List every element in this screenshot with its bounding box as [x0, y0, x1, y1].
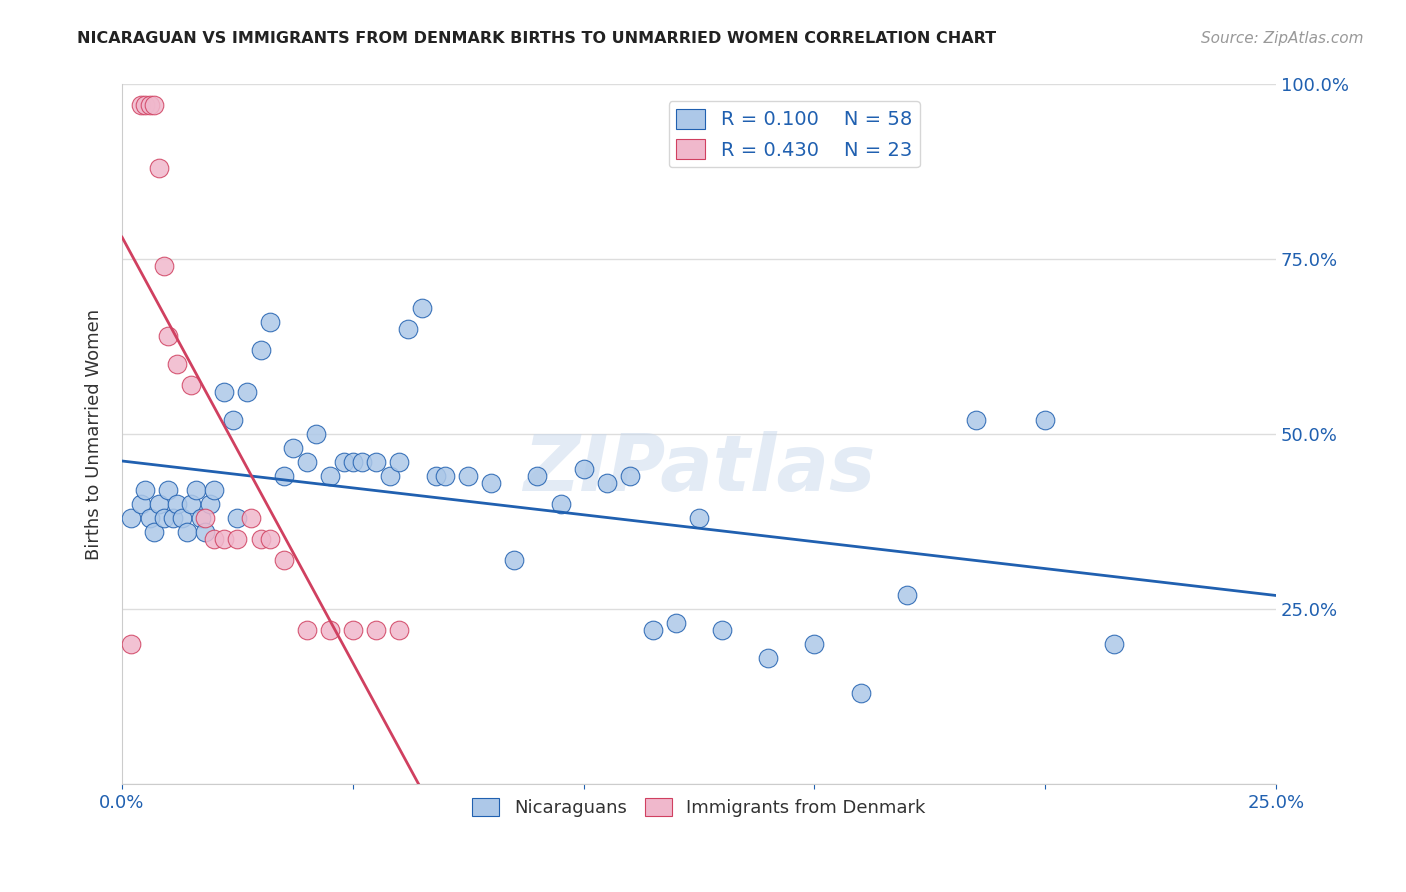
Point: [526, 469, 548, 483]
Point: [170, 511, 193, 525]
Point: [157, 329, 180, 343]
Point: [259, 533, 281, 547]
Point: [572, 462, 595, 476]
Point: [849, 686, 872, 700]
Point: [134, 483, 156, 498]
Point: [222, 413, 245, 427]
Point: [226, 533, 249, 547]
Point: [550, 498, 572, 512]
Point: [503, 553, 526, 567]
Point: [364, 455, 387, 469]
Point: [352, 455, 374, 469]
Point: [965, 413, 987, 427]
Point: [896, 589, 918, 603]
Point: [319, 469, 342, 483]
Point: [162, 511, 184, 525]
Point: [641, 624, 664, 638]
Point: [259, 315, 281, 329]
Point: [479, 476, 502, 491]
Point: [342, 455, 364, 469]
Point: [190, 511, 212, 525]
Point: [202, 483, 225, 498]
Point: [184, 483, 207, 498]
Point: [364, 624, 387, 638]
Point: [129, 498, 152, 512]
Point: [396, 322, 419, 336]
Point: [711, 624, 734, 638]
Point: [1033, 413, 1056, 427]
Point: [273, 469, 295, 483]
Point: [152, 511, 174, 525]
Point: [143, 525, 166, 540]
Text: ZIPatlas: ZIPatlas: [523, 432, 875, 508]
Point: [180, 378, 202, 392]
Point: [212, 385, 235, 400]
Point: [240, 511, 263, 525]
Point: [139, 98, 162, 112]
Point: [139, 511, 162, 525]
Point: [619, 469, 641, 483]
Legend: Nicaraguans, Immigrants from Denmark: Nicaraguans, Immigrants from Denmark: [465, 790, 934, 824]
Point: [194, 525, 217, 540]
Point: [378, 469, 401, 483]
Point: [143, 98, 166, 112]
Point: [332, 455, 354, 469]
Point: [202, 533, 225, 547]
Text: NICARAGUAN VS IMMIGRANTS FROM DENMARK BIRTHS TO UNMARRIED WOMEN CORRELATION CHAR: NICARAGUAN VS IMMIGRANTS FROM DENMARK BI…: [77, 31, 997, 46]
Point: [688, 511, 710, 525]
Point: [319, 624, 342, 638]
Point: [434, 469, 457, 483]
Point: [166, 358, 188, 372]
Point: [295, 455, 318, 469]
Point: [212, 533, 235, 547]
Point: [120, 511, 142, 525]
Point: [596, 476, 619, 491]
Point: [194, 511, 217, 525]
Point: [803, 637, 825, 651]
Point: [1104, 637, 1126, 651]
Point: [176, 525, 198, 540]
Point: [295, 624, 318, 638]
Point: [152, 260, 174, 274]
Point: [665, 616, 688, 631]
Point: [281, 442, 304, 456]
Point: [235, 385, 257, 400]
Point: [273, 553, 295, 567]
Point: [148, 161, 170, 176]
Point: [411, 301, 433, 316]
Point: [388, 455, 411, 469]
Point: [249, 533, 271, 547]
Point: [756, 651, 779, 665]
Y-axis label: Births to Unmarried Women: Births to Unmarried Women: [86, 309, 103, 560]
Text: Source: ZipAtlas.com: Source: ZipAtlas.com: [1201, 31, 1364, 46]
Point: [134, 98, 156, 112]
Point: [120, 637, 142, 651]
Point: [180, 498, 202, 512]
Point: [148, 498, 170, 512]
Point: [129, 98, 152, 112]
Point: [388, 624, 411, 638]
Point: [425, 469, 447, 483]
Point: [198, 498, 221, 512]
Point: [249, 343, 271, 358]
Point: [457, 469, 479, 483]
Point: [305, 427, 328, 442]
Point: [342, 624, 364, 638]
Point: [166, 498, 188, 512]
Point: [226, 511, 249, 525]
Point: [157, 483, 180, 498]
